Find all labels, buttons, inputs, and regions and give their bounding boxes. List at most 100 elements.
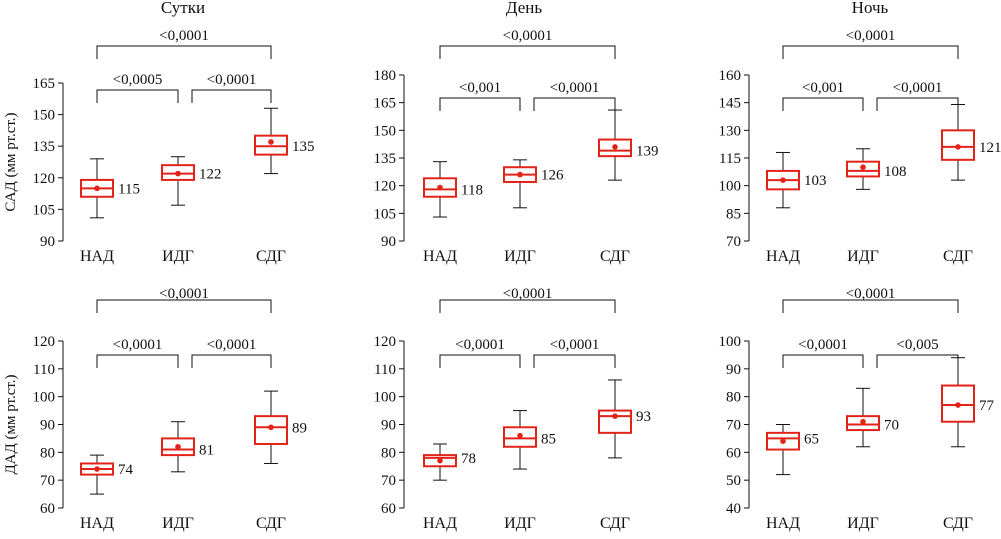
y-tick-label: 115 [719,151,741,167]
median-value-label: 85 [541,431,556,447]
mean-point [612,413,618,419]
p-value-label: <0,0001 [846,286,896,302]
mean-point [517,171,523,178]
y-tick-label: 90 [381,234,396,250]
box-iqr [423,454,457,468]
category-label: СДГ [600,515,630,532]
mean-point [780,438,786,445]
category-label: ИДГ [162,248,194,265]
p-value-label: <0,0001 [113,337,163,353]
mean-point [175,443,181,450]
p-value-label: <0,0001 [550,337,600,353]
category-label: ИДГ [504,515,536,532]
median-value-label: 70 [884,418,899,434]
y-tick-label: 100 [719,334,742,350]
mean-point [860,164,866,171]
p-value-label: <0,001 [802,80,844,96]
y-tick-label: 90 [381,418,396,434]
mean-point [517,432,523,439]
p-value-label: <0,001 [459,80,501,96]
y-axis-label: ДАД (мм рт.ст.) [3,374,19,474]
y-tick-label: 50 [726,473,741,489]
median-value-label: 121 [979,140,1001,156]
y-axis-label: САД (мм рт.ст.) [3,112,19,211]
p-value-label: <0,0001 [207,337,257,353]
category-label: НАД [423,248,457,265]
mean-point [268,139,274,145]
median-value-label: 65 [804,431,819,447]
y-tick-label: 80 [726,390,741,406]
median-value-label: 139 [636,144,659,160]
y-tick-label: 100 [33,390,56,406]
y-tick-label: 110 [33,362,55,378]
y-tick-label: 130 [719,123,742,139]
y-tick-label: 90 [40,234,55,250]
significance-bracket [96,354,179,368]
box-iqr [598,409,632,434]
p-value-label: <0,0001 [159,28,209,44]
mean-point [94,466,100,472]
box-iqr [254,134,288,156]
y-tick-label: 100 [719,179,742,195]
y-tick-label: 60 [40,501,55,517]
median-value-label: 77 [979,398,995,414]
y-tick-label: 100 [374,390,397,406]
category-label: СДГ [943,515,973,532]
p-value-label: <0,0001 [159,286,209,302]
category-label: СДГ [600,248,630,265]
box-iqr [766,431,800,451]
category-label: НАД [423,515,457,532]
y-tick-label: 90 [726,362,741,378]
significance-bracket [96,299,272,313]
box-iqr [846,160,880,178]
y-tick-label: 70 [381,473,396,489]
y-tick-label: 60 [381,501,396,517]
box-iqr [941,129,975,161]
median-value-label: 74 [118,462,134,478]
mean-point [437,184,443,191]
category-label: НАД [766,515,800,532]
significance-bracket [439,299,616,313]
box-iqr [161,437,195,457]
p-value-label: <0,0001 [455,337,505,353]
y-tick-label: 135 [33,139,56,155]
p-value-label: <0,0001 [798,337,848,353]
category-label: СДГ [943,248,973,265]
p-value-label: <0,0005 [113,72,163,88]
y-tick-label: 150 [374,123,397,139]
median-value-label: 89 [292,420,307,436]
significance-bracket [782,354,864,368]
significance-bracket [533,354,616,368]
significance-bracket [439,354,521,368]
category-label: СДГ [256,248,286,265]
category-label: ИДГ [162,515,194,532]
significance-bracket [191,354,272,368]
y-tick-label: 80 [40,445,55,461]
median-value-label: 122 [199,167,222,183]
significance-bracket [533,97,616,111]
box-iqr [598,138,632,158]
box-iqr [161,164,195,181]
box-iqr [254,415,288,445]
significance-bracket [96,89,179,103]
median-value-label: 108 [884,164,907,180]
significance-bracket [439,97,521,111]
p-value-label: <0,0001 [503,286,553,302]
y-tick-label: 85 [726,206,741,222]
y-tick-label: 160 [719,68,742,84]
p-value-label: <0,0001 [846,28,896,44]
significance-bracket [191,89,272,103]
y-tick-label: 40 [726,501,741,517]
box-iqr [846,415,880,432]
median-value-label: 78 [461,451,476,467]
mean-point [955,144,961,150]
median-value-label: 115 [118,181,140,197]
y-tick-label: 105 [33,202,56,218]
y-tick-label: 145 [719,96,742,112]
mean-point [780,177,786,183]
significance-bracket [876,97,959,111]
y-tick-label: 120 [374,334,397,350]
y-tick-label: 110 [374,362,396,378]
mean-point [268,424,274,431]
p-value-label: <0,0001 [550,80,600,96]
